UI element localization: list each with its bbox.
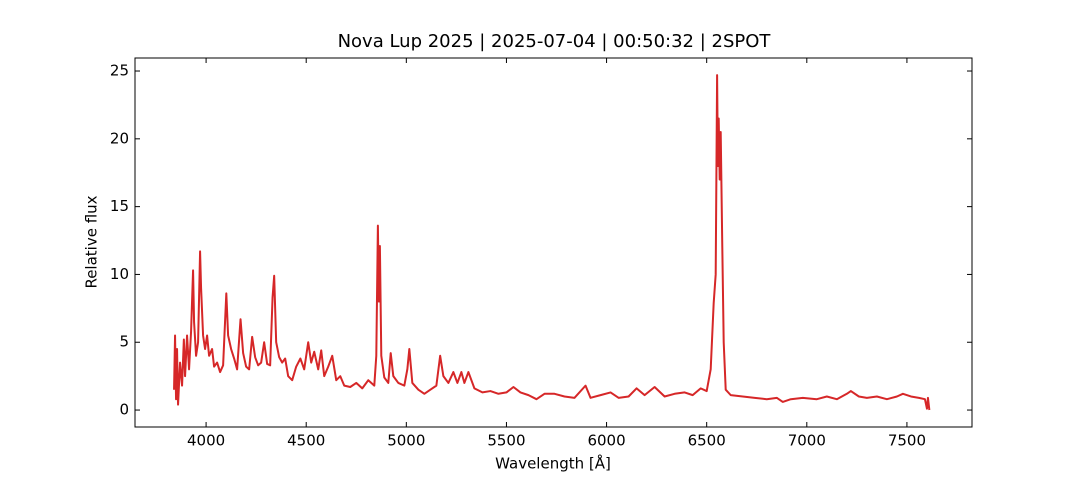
x-tick-label: 4000 [187,432,225,450]
y-tick-label: 0 [119,401,129,419]
x-tick-label: 6000 [587,432,625,450]
y-tick-label: 15 [110,197,129,215]
x-tick-label: 4500 [287,432,325,450]
plot-frame [134,57,973,428]
y-tick-label: 20 [110,129,129,147]
x-tick-label: 7500 [888,432,926,450]
chart-title: Nova Lup 2025 | 2025-07-04 | 00:50:32 | … [338,31,772,52]
x-tick-label: 7000 [788,432,826,450]
x-axis-label: Wavelength [Å] [495,454,611,473]
y-tick-label: 25 [110,62,129,80]
y-axis-label: Relative flux [83,195,101,288]
y-tick-label: 10 [110,265,129,283]
x-tick-label: 5500 [487,432,525,450]
x-tick-label: 5000 [387,432,425,450]
y-tick-label: 5 [119,333,129,351]
spectrum-line [173,74,931,411]
x-tick-label: 6500 [688,432,726,450]
